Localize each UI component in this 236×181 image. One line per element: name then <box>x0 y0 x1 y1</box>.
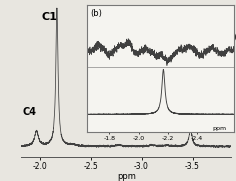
X-axis label: ppm: ppm <box>117 172 136 181</box>
Text: C4: C4 <box>22 107 37 117</box>
Text: C1: C1 <box>42 12 58 22</box>
Text: (b): (b) <box>90 9 102 18</box>
Text: C3: C3 <box>184 106 198 116</box>
Text: (a): (a) <box>225 33 236 42</box>
Text: ppm: ppm <box>212 126 226 131</box>
